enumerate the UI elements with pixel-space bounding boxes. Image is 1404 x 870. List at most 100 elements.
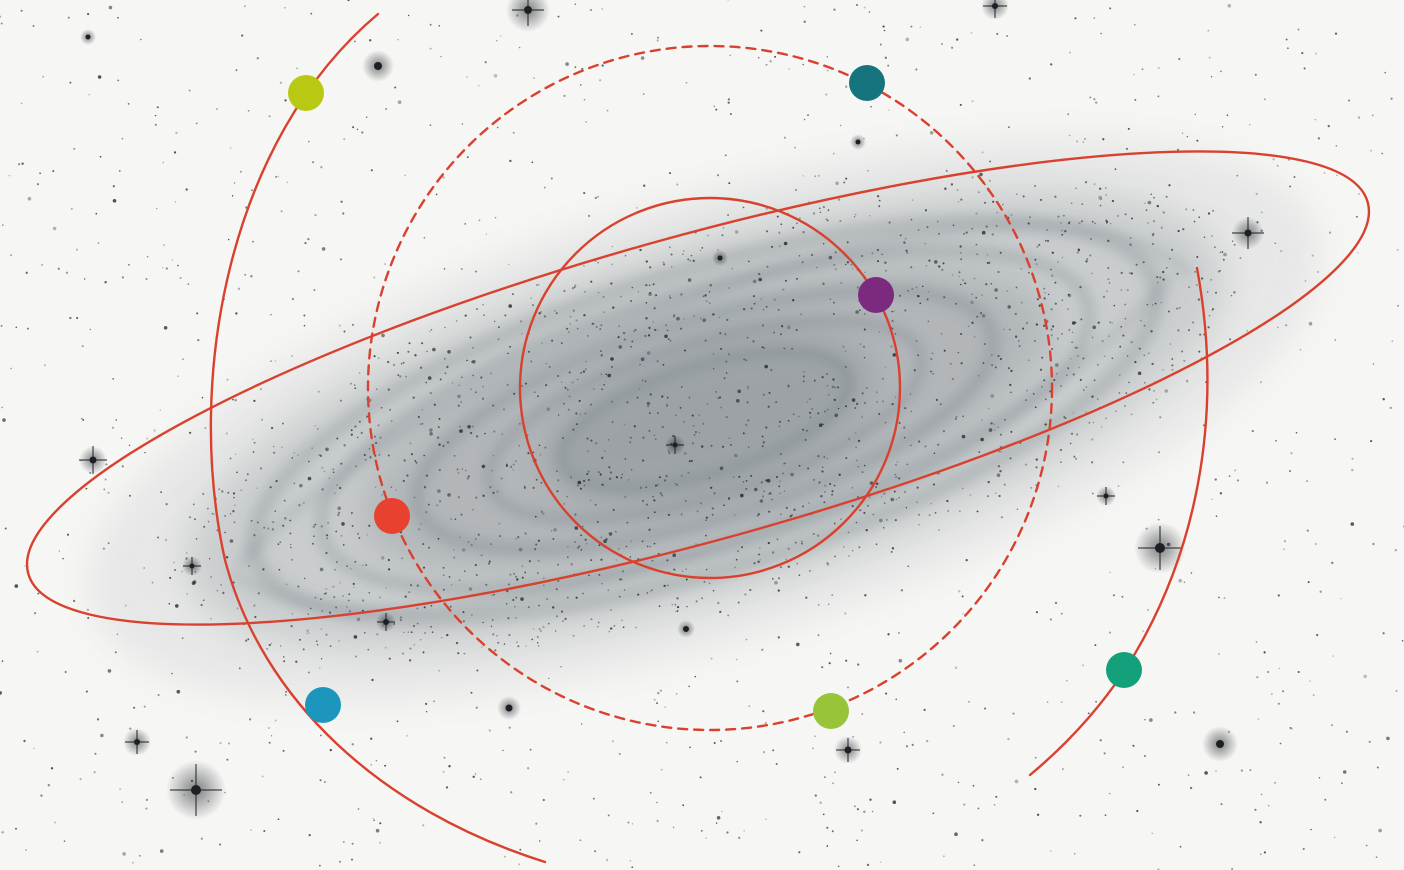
dust-speck: [1134, 98, 1137, 101]
dust-speck: [1215, 515, 1218, 518]
dust-speck: [369, 456, 372, 459]
dust-speck: [403, 631, 405, 634]
dust-speck: [817, 604, 820, 606]
dust-speck: [534, 515, 537, 518]
dust-speck: [319, 567, 324, 572]
dust-speck: [241, 34, 244, 37]
dust-speck: [1069, 51, 1071, 54]
dust-speck: [600, 558, 603, 561]
dust-speck: [886, 519, 888, 521]
dust-speck: [521, 385, 523, 387]
dust-speck: [263, 830, 266, 832]
dust-speck: [192, 580, 197, 584]
dust-speck: [1178, 57, 1181, 61]
dust-speck: [576, 546, 580, 549]
dust-speck: [656, 819, 659, 823]
dust-speck: [335, 606, 338, 609]
dust-speck: [419, 366, 423, 369]
dust-speck: [578, 545, 581, 548]
dust-speck: [866, 863, 870, 867]
dust-speck: [508, 726, 511, 729]
dust-speck: [1109, 222, 1112, 225]
dust-speck: [402, 361, 405, 364]
dust-speck: [844, 612, 847, 615]
dust-speck: [726, 831, 729, 834]
dust-speck: [847, 686, 849, 689]
dust-speck: [770, 368, 773, 372]
dust-speck: [1223, 597, 1226, 600]
dust-speck: [499, 35, 502, 37]
dust-speck: [562, 437, 564, 440]
dust-speck: [231, 195, 234, 197]
dust-speck: [355, 465, 357, 468]
dust-speck: [423, 606, 426, 609]
dust-speck: [429, 47, 432, 50]
dust-speck: [37, 592, 40, 595]
dust-speck: [1147, 222, 1149, 224]
dust-speck: [985, 283, 988, 286]
dust-speck: [649, 291, 652, 294]
dust-speck: [576, 327, 579, 330]
orbit-dashed-ring: [366, 44, 1054, 732]
dust-speck: [970, 32, 973, 34]
dust-speck: [864, 594, 867, 597]
dust-speck: [638, 388, 641, 390]
dust-speck: [194, 750, 197, 753]
dust-speck: [552, 537, 555, 540]
dust-speck: [787, 419, 790, 422]
dust-speck: [856, 286, 860, 289]
dust-speck: [529, 748, 532, 751]
dust-speck: [705, 519, 707, 522]
dust-speck: [661, 395, 664, 398]
dust-speck: [1219, 270, 1221, 272]
dust-speck: [684, 452, 687, 455]
dust-speck: [368, 448, 371, 450]
dust-speck: [932, 372, 935, 375]
dust-speck: [708, 582, 711, 585]
dust-speck: [222, 591, 225, 595]
dust-speck: [1091, 220, 1094, 223]
dust-speck: [764, 721, 767, 725]
dust-speck: [601, 8, 604, 10]
dust-speck: [646, 351, 651, 355]
dust-speck: [220, 584, 222, 586]
dust-speck: [286, 181, 289, 184]
dust-speck: [569, 316, 572, 318]
dust-speck: [669, 340, 672, 342]
dust-speck: [368, 524, 371, 527]
dust-speck: [1208, 56, 1211, 59]
dust-speck: [954, 666, 958, 669]
dust-speck: [1233, 291, 1236, 294]
dust-speck: [1099, 187, 1102, 190]
dust-speck: [962, 613, 964, 615]
dust-speck: [630, 469, 633, 471]
dust-speck: [713, 492, 716, 495]
dust-speck: [1390, 97, 1393, 100]
dust-speck: [916, 486, 919, 489]
dust-speck: [1004, 419, 1006, 421]
dust-speck: [824, 410, 826, 413]
dust-speck: [422, 651, 425, 654]
dust-speck: [321, 610, 323, 612]
dust-speck: [1283, 540, 1287, 543]
dust-speck: [413, 625, 415, 627]
dust-speck: [1223, 252, 1227, 257]
dust-speck: [910, 218, 913, 221]
dust-speck: [727, 101, 730, 104]
dust-speck: [194, 518, 196, 521]
dust-speck: [236, 471, 238, 474]
dust-speck: [674, 414, 677, 417]
dust-speck: [1050, 63, 1053, 66]
dust-speck: [758, 277, 762, 282]
dust-speck: [521, 565, 524, 568]
dust-speck: [490, 543, 492, 545]
dust-speck: [667, 513, 671, 517]
dust-speck: [599, 79, 602, 82]
dust-speck: [812, 532, 815, 536]
dust-speck: [1378, 828, 1382, 833]
dust-speck: [1111, 322, 1114, 324]
dust-speck: [440, 636, 443, 639]
dust-speck: [892, 800, 897, 804]
dust-speck: [753, 562, 756, 565]
dust-speck: [1079, 285, 1082, 289]
